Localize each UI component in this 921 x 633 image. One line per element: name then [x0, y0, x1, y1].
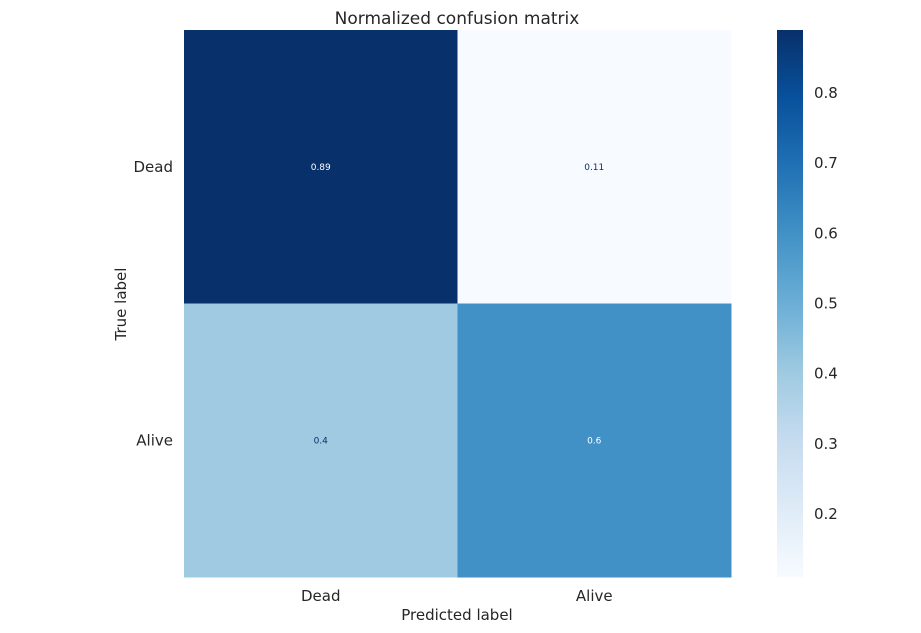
- x-axis-label: Predicted label: [401, 606, 512, 624]
- colorbar-tick-label: 0.8: [814, 84, 838, 102]
- heatmap-cell: [457, 303, 732, 578]
- y-tick-label: Dead: [134, 158, 174, 176]
- colorbar-tick-label: 0.4: [814, 365, 838, 383]
- colorbar: [777, 30, 803, 577]
- heatmap-cell-label: 0.6: [587, 436, 602, 446]
- colorbar-tick-label: 0.2: [814, 505, 838, 523]
- chart-title: Normalized confusion matrix: [335, 9, 580, 29]
- heatmap-cell-label: 0.89: [311, 163, 331, 173]
- heatmap-cell-labels: 0.89 0.11 0.4 0.6: [311, 163, 605, 447]
- x-axis-ticks: Dead Alive: [301, 587, 613, 605]
- y-tick-label: Alive: [136, 431, 173, 449]
- y-axis-label: True label: [112, 268, 130, 342]
- heatmap-cell-label: 0.11: [584, 163, 604, 173]
- heatmap-cell-label: 0.4: [314, 436, 329, 446]
- heatmap-cell: [184, 303, 458, 578]
- heatmap-cell: [184, 30, 458, 304]
- colorbar-tick-label: 0.6: [814, 224, 838, 242]
- x-tick-label: Alive: [576, 587, 613, 605]
- y-axis-ticks: Dead Alive: [134, 158, 174, 450]
- colorbar-ticks: 0.2 0.3 0.4 0.5 0.6 0.7 0.8: [814, 84, 838, 523]
- colorbar-tick-label: 0.5: [814, 295, 838, 313]
- colorbar-tick-label: 0.3: [814, 435, 838, 453]
- heatmap-cells: [184, 30, 732, 578]
- x-tick-label: Dead: [301, 587, 341, 605]
- colorbar-tick-label: 0.7: [814, 154, 838, 172]
- heatmap-cell: [457, 30, 732, 304]
